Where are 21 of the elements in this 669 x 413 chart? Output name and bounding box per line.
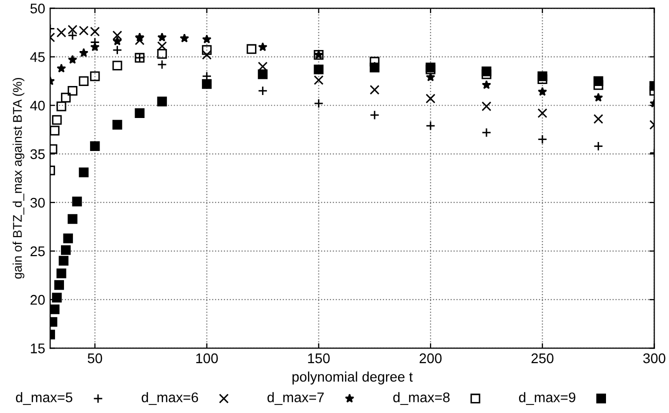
x-tick-label: 50: [88, 353, 102, 364]
legend-label: d_max=7: [268, 392, 324, 405]
y-tick-label: 30: [30, 198, 45, 208]
x-tick-label: 200: [420, 353, 442, 364]
legend-label: d_max=5: [16, 392, 72, 405]
y-tick-label: 15: [30, 344, 45, 354]
x-axis-title: polynomial degree t: [292, 372, 413, 384]
x-tick-label: 250: [532, 353, 554, 364]
y-tick-label: 20: [30, 294, 45, 305]
legend-label: d_max=9: [519, 392, 576, 405]
legend-label: d_max=6: [142, 392, 198, 405]
x-tick-label: 150: [308, 353, 330, 364]
y-tick-label: 40: [30, 100, 45, 111]
y-tick-label: 35: [30, 149, 45, 160]
legend-label: d_max=8: [393, 392, 450, 405]
y-tick-label: 50: [30, 4, 45, 14]
y-tick-label: 45: [30, 52, 45, 62]
x-tick-label: 300: [643, 353, 666, 364]
y-axis-title: gain of BTZ_d_max against BTA (%): [12, 78, 24, 279]
y-tick-label: 25: [30, 246, 45, 256]
x-tick-label: 100: [196, 353, 218, 364]
